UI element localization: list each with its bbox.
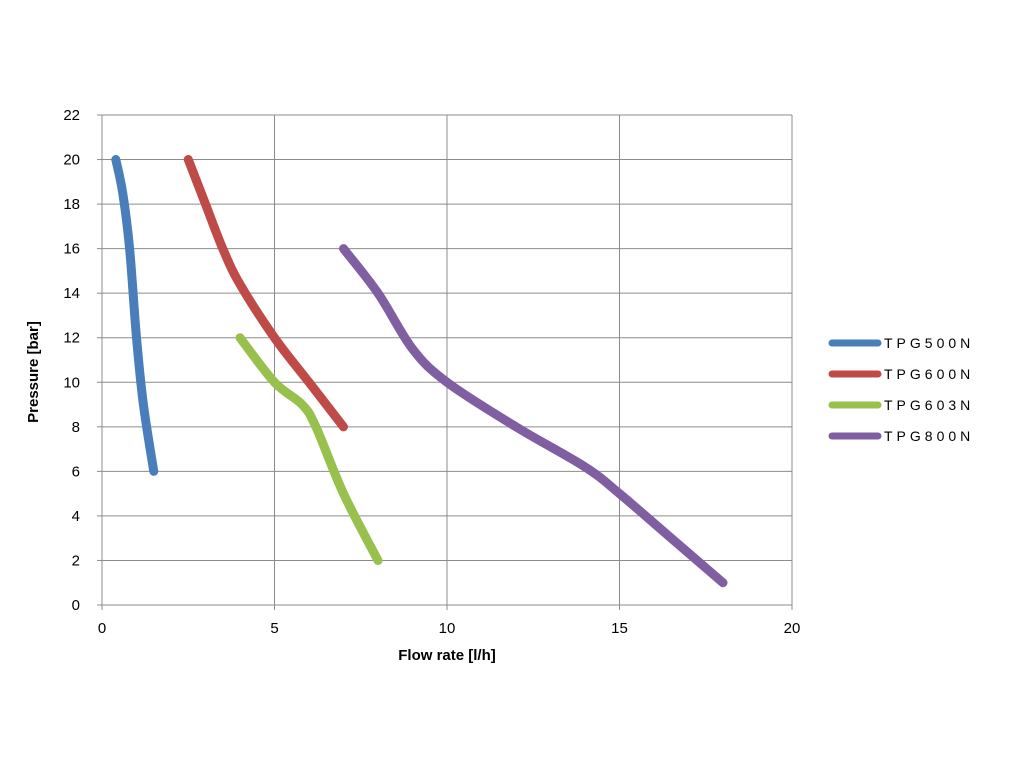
x-tick-label: 15 — [611, 620, 628, 637]
y-tick-label: 18 — [63, 196, 80, 213]
y-tick-label: 2 — [72, 552, 80, 569]
legend-label-tpg500n: TPG500N — [884, 335, 974, 351]
y-tick-label: 16 — [63, 241, 80, 258]
y-tick-label: 22 — [63, 107, 80, 124]
series-line-tpg500n — [111, 155, 159, 476]
x-tick-label: 10 — [439, 620, 456, 637]
legend-label-tpg600n: TPG600N — [884, 366, 974, 382]
x-axis-title: Flow rate [l/h] — [398, 647, 496, 664]
y-tick-label: 0 — [72, 597, 80, 614]
series-line-tpg603n — [235, 333, 383, 565]
y-tick-label: 8 — [72, 419, 80, 436]
series-line-tpg800n — [339, 244, 728, 588]
x-tick-label: 0 — [98, 620, 106, 637]
legend-label-tpg800n: TPG800N — [884, 428, 974, 444]
series-line-tpg600n — [183, 155, 348, 432]
y-tick-label: 4 — [72, 508, 80, 525]
legend: TPG500N TPG600N TPG603N TPG800N — [828, 335, 974, 444]
grid-lines — [102, 114, 793, 605]
y-axis-title: Pressure [bar] — [25, 321, 42, 423]
y-tick-label: 6 — [72, 463, 80, 480]
x-tick-label: 5 — [270, 620, 278, 637]
axes: 0 2 4 6 8 10 12 14 16 18 20 22 0 5 10 15 20 — [63, 107, 800, 637]
x-tick-label: 20 — [784, 620, 801, 637]
legend-label-tpg603n: TPG603N — [884, 397, 974, 413]
series-lines — [111, 155, 728, 588]
y-tick-label: 20 — [63, 152, 80, 169]
y-tick-label: 14 — [63, 285, 80, 302]
y-tick-label: 10 — [63, 374, 80, 391]
y-tick-label: 12 — [63, 330, 80, 347]
